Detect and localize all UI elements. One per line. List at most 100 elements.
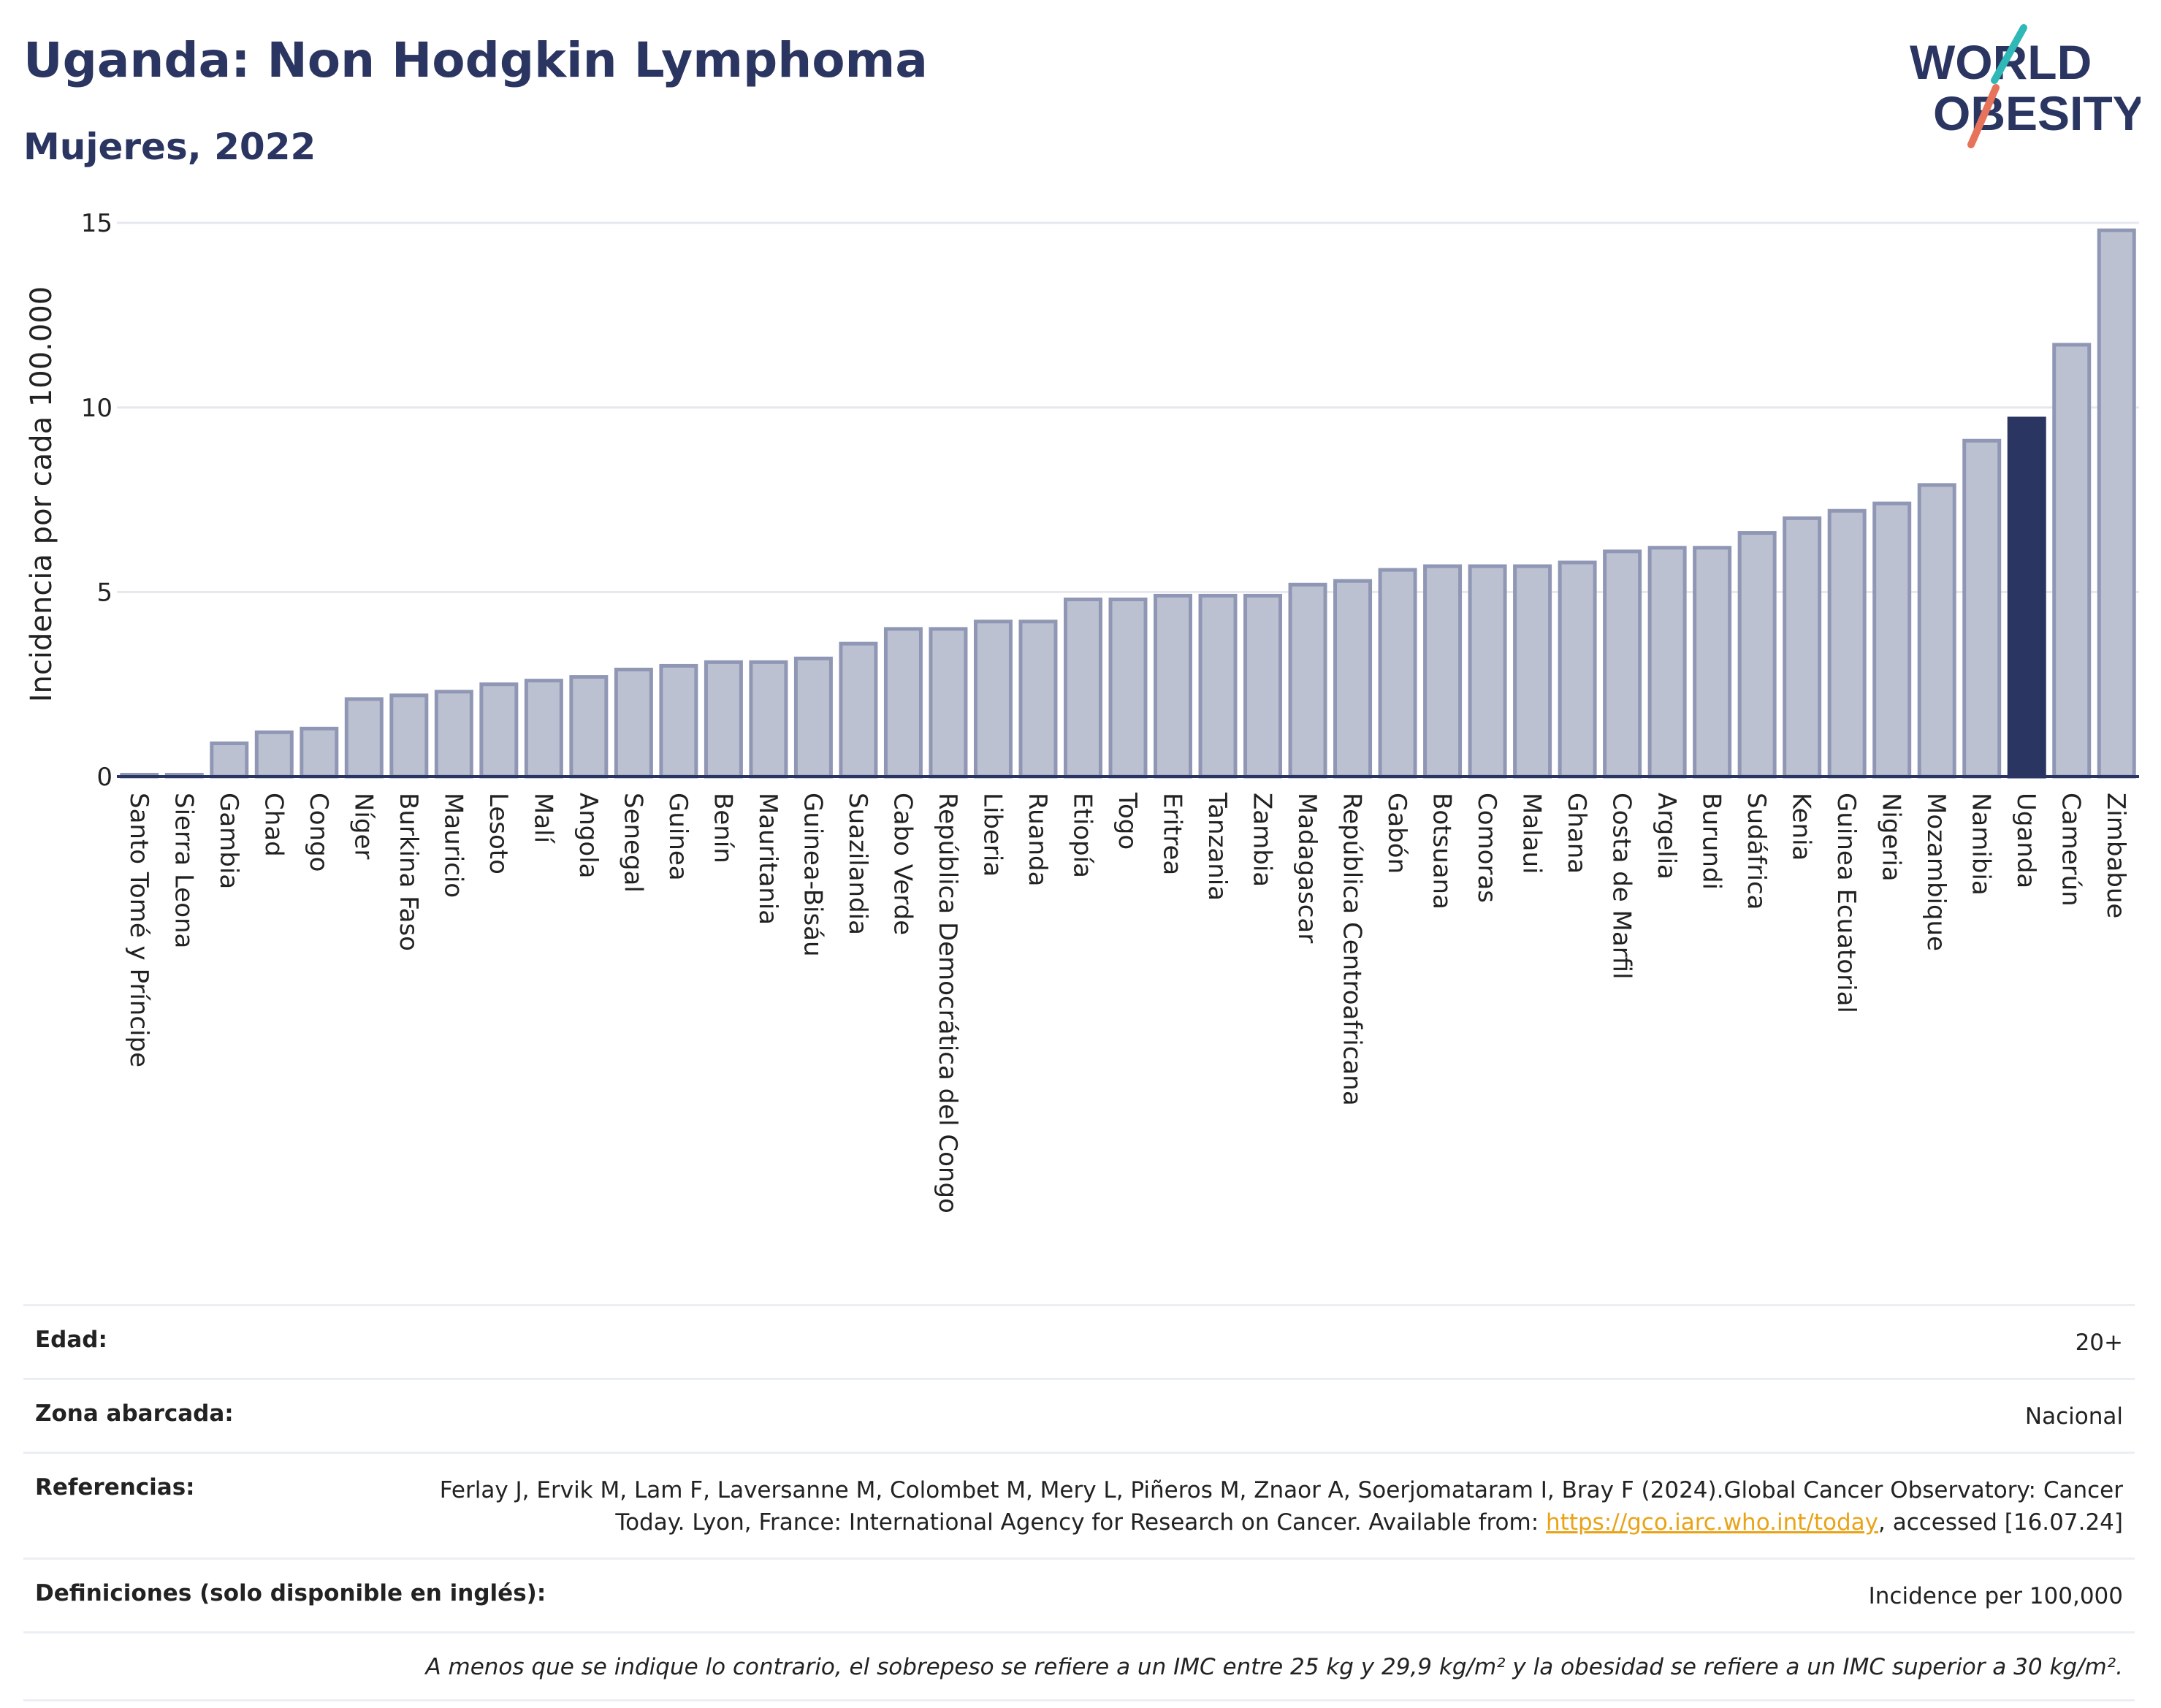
x-tick-label: Madagascar	[1292, 793, 1322, 943]
x-tick-label: Congo	[304, 793, 333, 872]
x-tick-label: Guinea	[663, 793, 693, 881]
x-tick-label: Ruanda	[1023, 793, 1052, 886]
y-tick-label: 5	[96, 578, 113, 607]
bar-togo	[1108, 597, 1148, 779]
bar-angola	[569, 675, 609, 779]
x-tick-label: República Centroafricana	[1338, 793, 1367, 1106]
meta-row-area: Zona abarcada: Nacional	[23, 1378, 2135, 1452]
x-tick-label: Nigeria	[1877, 793, 1906, 882]
x-tick-label: Mauricio	[438, 793, 468, 898]
x-tick-label: Guinea Ecuatorial	[1832, 793, 1861, 1013]
bar-nigeria	[1872, 501, 1912, 779]
footnote: A menos que se indique lo contrario, el …	[23, 1631, 2135, 1702]
page-subtitle: Mujeres, 2022	[23, 126, 316, 168]
meta-value: Ferlay J, Ervik M, Lam F, Laversanne M, …	[406, 1474, 2123, 1539]
bar-guinea-ecuatorial	[1827, 508, 1867, 779]
bar-chad	[254, 730, 294, 779]
bar-ben-n	[704, 660, 743, 779]
reference-text: Ferlay J, Ervik M, Lam F, Laversanne M, …	[439, 1477, 2123, 1536]
bar-mozambique	[1917, 483, 1956, 779]
bar-botsuana	[1423, 564, 1463, 779]
bar-burundi	[1693, 546, 1732, 779]
bar-uganda	[2007, 416, 2046, 779]
x-tick-label: Camerún	[2057, 793, 2086, 907]
bar-zambia	[1243, 593, 1283, 779]
bar-argelia	[1647, 546, 1687, 779]
bar-rep-blica-democr-tica-del-congo	[929, 627, 968, 779]
bar-madagascar	[1288, 582, 1327, 779]
x-tick-label: Kenia	[1787, 793, 1816, 861]
meta-label: Definiciones (solo disponible en inglés)…	[35, 1580, 546, 1607]
bar-guinea	[659, 663, 698, 779]
bar-lesoto	[479, 682, 519, 779]
x-tick-label: Costa de Marfil	[1607, 793, 1636, 980]
x-tick-label: Mozambique	[1921, 793, 1951, 951]
meta-row-age: Edad: 20+	[23, 1304, 2135, 1378]
x-tick-label: Tanzania	[1203, 792, 1232, 901]
bar-n-ger	[344, 697, 384, 779]
bar-camer-n	[2052, 343, 2092, 779]
bar-burkina-faso	[389, 693, 429, 779]
bar-costa-de-marfil	[1603, 549, 1642, 779]
bar-chart: 0 5 10 15 Incidencia por cada 100.000 Santo …	[25, 209, 2139, 1213]
meta-row-definitions: Definiciones (solo disponible en inglés)…	[23, 1558, 2135, 1631]
bar-gab-n	[1378, 568, 1417, 779]
x-tick-label: Zambia	[1248, 793, 1277, 887]
world-obesity-logo: WORLD OBESITY	[1910, 24, 2141, 148]
x-tick-label: República Democrática del Congo	[933, 793, 962, 1213]
bar-mauricio	[434, 690, 473, 779]
x-tick-label: Uganda	[2011, 793, 2040, 888]
bar-tanzania	[1198, 593, 1238, 779]
x-tick-label: Liberia	[977, 793, 1007, 877]
x-tick-label: Lesoto	[484, 793, 513, 874]
bar-sud-frica	[1737, 531, 1777, 779]
meta-value: Nacional	[2024, 1403, 2123, 1430]
meta-label: Referencias:	[35, 1474, 195, 1501]
x-tick-label: Gambia	[214, 793, 243, 889]
x-tick-label: Chad	[259, 793, 288, 857]
y-tick-label: 0	[96, 763, 113, 792]
bar-ghana	[1558, 560, 1597, 779]
logo-slash-teal	[1991, 24, 2027, 84]
meta-value: Incidence per 100,000	[1868, 1583, 2123, 1610]
bar-guinea-bis-u	[793, 656, 833, 779]
y-tick-label: 15	[81, 209, 113, 238]
x-tick-label: Senegal	[618, 793, 647, 893]
x-tick-label: Malaui	[1517, 793, 1547, 874]
y-axis-label: Incidencia por cada 100.000	[25, 286, 58, 703]
bar-eritrea	[1154, 593, 1193, 779]
x-tick-label: Sierra Leona	[169, 793, 198, 948]
x-tick-label: Cabo Verde	[888, 793, 917, 935]
x-tick-label: Togo	[1113, 792, 1142, 850]
y-tick-label: 10	[81, 394, 113, 423]
meta-value: 20+	[2075, 1330, 2123, 1356]
bar-mal-	[524, 679, 563, 779]
metadata-table: Edad: 20+ Zona abarcada: Nacional Refere…	[23, 1304, 2135, 1702]
meta-label: Zona abarcada:	[35, 1400, 234, 1427]
x-tick-label: Suazilandia	[843, 793, 872, 935]
x-tick-label: Zimbabue	[2101, 793, 2130, 918]
bar-suazilandia	[839, 641, 878, 779]
x-tick-label: Burkina Faso	[394, 793, 423, 951]
x-tick-label: Guinea-Bisáu	[798, 793, 827, 957]
bar-mauritania	[749, 660, 788, 779]
x-tick-label: Malí	[528, 793, 557, 845]
reference-link[interactable]: https://gco.iarc.who.int/today	[1546, 1509, 1878, 1536]
x-tick-label: Eritrea	[1158, 793, 1187, 875]
bar-gambia	[210, 741, 249, 779]
bar-rep-blica-centroafricana	[1333, 579, 1373, 779]
x-tick-label: Mauritania	[753, 793, 782, 925]
bar-kenia	[1783, 516, 1822, 779]
x-tick-label: Burundi	[1697, 793, 1726, 890]
bar-malaui	[1513, 564, 1552, 779]
bar-senegal	[614, 667, 653, 779]
bar-congo	[300, 726, 339, 779]
meta-label: Edad:	[35, 1327, 107, 1353]
page-title: Uganda: Non Hodgkin Lymphoma	[23, 32, 928, 88]
logo-slash-coral	[1967, 84, 2000, 148]
x-tick-label: Níger	[348, 793, 378, 859]
x-tick-label: Etiopía	[1067, 793, 1097, 878]
x-tick-label: Sudáfrica	[1742, 793, 1771, 910]
x-tick-label: Gabón	[1382, 793, 1411, 874]
bar-cabo-verde	[883, 627, 923, 779]
